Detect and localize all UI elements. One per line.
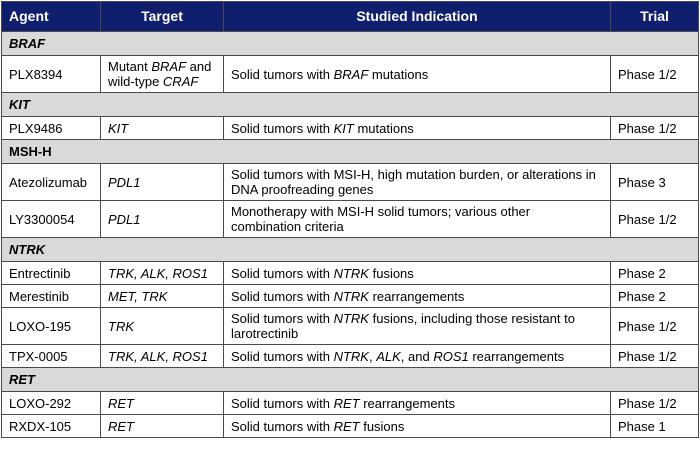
target-cell: PDL1	[100, 200, 224, 238]
target-text: and wild-type	[108, 59, 212, 89]
agent-cell: TPX-0005	[1, 344, 101, 368]
target-cell: RET	[100, 414, 224, 438]
indication-text: Solid tumors with	[231, 120, 334, 136]
group-row-kit: KIT	[1, 92, 699, 117]
table-row: PLX8394 Mutant BRAF and wild-type CRAF S…	[1, 55, 699, 93]
target-cell: PDL1	[100, 163, 224, 201]
agent-cell: Merestinib	[1, 284, 101, 308]
indication-gene: NTRK	[333, 288, 369, 304]
group-label: BRAF	[1, 31, 699, 56]
agent-cell: Atezolizumab	[1, 163, 101, 201]
header-agent: Agent	[1, 1, 101, 32]
header-target: Target	[100, 1, 224, 32]
indication-gene: NTRK	[333, 265, 369, 281]
indication-text: Solid tumors with	[231, 288, 334, 304]
indication-text: fusions, including those resistant to la…	[231, 311, 575, 341]
table-row: Entrectinib TRK, ALK, ROS1 Solid tumors …	[1, 261, 699, 285]
trial-cell: Phase 1/2	[610, 307, 699, 345]
group-row-ntrk: NTRK	[1, 237, 699, 262]
indication-text: Solid tumors with	[231, 395, 334, 411]
indication-cell: Solid tumors with BRAF mutations	[223, 55, 611, 93]
target-cell: TRK, ALK, ROS1	[100, 261, 224, 285]
trial-cell: Phase 1/2	[610, 116, 699, 140]
trial-cell: Phase 1/2	[610, 344, 699, 368]
group-label: MSH-H	[1, 139, 699, 164]
indication-cell: Solid tumors with RET fusions	[223, 414, 611, 438]
indication-text: Solid tumors with	[231, 66, 334, 82]
table-row: Merestinib MET, TRK Solid tumors with NT…	[1, 284, 699, 308]
target-gene: CRAF	[162, 74, 199, 89]
target-cell: TRK	[100, 307, 224, 345]
indication-cell: Solid tumors with NTRK rearrangements	[223, 284, 611, 308]
indication-cell: Solid tumors with NTRK, ALK, and ROS1 re…	[223, 344, 611, 368]
indication-cell: Solid tumors with MSI-H, high mutation b…	[223, 163, 611, 201]
trial-cell: Phase 1/2	[610, 391, 699, 415]
group-row-msh-h: MSH-H	[1, 139, 699, 164]
indication-text: Solid tumors with	[231, 265, 334, 281]
indication-cell: Solid tumors with KIT mutations	[223, 116, 611, 140]
group-row-ret: RET	[1, 367, 699, 392]
group-label: NTRK	[1, 237, 699, 262]
header-row: Agent Target Studied Indication Trial	[1, 1, 699, 32]
target-cell: MET, TRK	[100, 284, 224, 308]
agent-cell: RXDX-105	[1, 414, 101, 438]
group-label: RET	[1, 367, 699, 392]
table-row: PLX9486 KIT Solid tumors with KIT mutati…	[1, 116, 699, 140]
agent-cell: Entrectinib	[1, 261, 101, 285]
indication-gene: ALK	[376, 348, 401, 364]
agent-cell: LOXO-195	[1, 307, 101, 345]
table-row: RXDX-105 RET Solid tumors with RET fusio…	[1, 414, 699, 438]
indication-text: rearrangements	[468, 348, 565, 364]
agent-cell: PLX9486	[1, 116, 101, 140]
target-cell: Mutant BRAF and wild-type CRAF	[100, 55, 224, 93]
indication-gene: RET	[333, 395, 360, 411]
group-row-braf: BRAF	[1, 31, 699, 56]
trial-cell: Phase 1	[610, 414, 699, 438]
indication-text: fusions	[359, 418, 405, 434]
table-row: TPX-0005 TRK, ALK, ROS1 Solid tumors wit…	[1, 344, 699, 368]
table-row: LOXO-292 RET Solid tumors with RET rearr…	[1, 391, 699, 415]
indication-text: Solid tumors with	[231, 418, 334, 434]
table-row: Atezolizumab PDL1 Solid tumors with MSI-…	[1, 163, 699, 201]
trial-cell: Phase 1/2	[610, 55, 699, 93]
agent-cell: PLX8394	[1, 55, 101, 93]
indication-text: fusions	[368, 265, 414, 281]
indication-cell: Monotherapy with MSI-H solid tumors; var…	[223, 200, 611, 238]
target-text: Mutant	[108, 59, 152, 74]
indication-gene: RET	[333, 418, 360, 434]
indication-text: mutations	[368, 66, 429, 82]
indication-gene: NTRK	[333, 311, 369, 326]
trial-cell: Phase 1/2	[610, 200, 699, 238]
table-row: LOXO-195 TRK Solid tumors with NTRK fusi…	[1, 307, 699, 345]
agent-cell: LY3300054	[1, 200, 101, 238]
indication-text: Solid tumors with	[231, 311, 334, 326]
trial-cell: Phase 2	[610, 261, 699, 285]
target-cell: TRK, ALK, ROS1	[100, 344, 224, 368]
agent-cell: LOXO-292	[1, 391, 101, 415]
indication-gene: BRAF	[333, 66, 369, 82]
indication-text: rearrangements	[368, 288, 465, 304]
indication-text: ,	[368, 348, 377, 364]
indication-text: , and	[400, 348, 434, 364]
group-label: KIT	[1, 92, 699, 117]
header-trial: Trial	[610, 1, 699, 32]
target-cell: RET	[100, 391, 224, 415]
indication-text: rearrangements	[359, 395, 455, 411]
target-gene: BRAF	[151, 59, 187, 74]
indication-cell: Solid tumors with NTRK fusions, includin…	[223, 307, 611, 345]
indication-text: mutations	[353, 120, 414, 136]
table-row: LY3300054 PDL1 Monotherapy with MSI-H so…	[1, 200, 699, 238]
header-indication: Studied Indication	[223, 1, 611, 32]
indication-cell: Solid tumors with NTRK fusions	[223, 261, 611, 285]
indication-cell: Solid tumors with RET rearrangements	[223, 391, 611, 415]
indication-text: Solid tumors with	[231, 348, 334, 364]
indication-gene: NTRK	[333, 348, 369, 364]
trial-cell: Phase 2	[610, 284, 699, 308]
target-cell: KIT	[100, 116, 224, 140]
indication-gene: KIT	[333, 120, 354, 136]
indication-gene: ROS1	[433, 348, 469, 364]
targeted-agents-table: Agent Target Studied Indication Trial BR…	[1, 1, 699, 438]
trial-cell: Phase 3	[610, 163, 699, 201]
